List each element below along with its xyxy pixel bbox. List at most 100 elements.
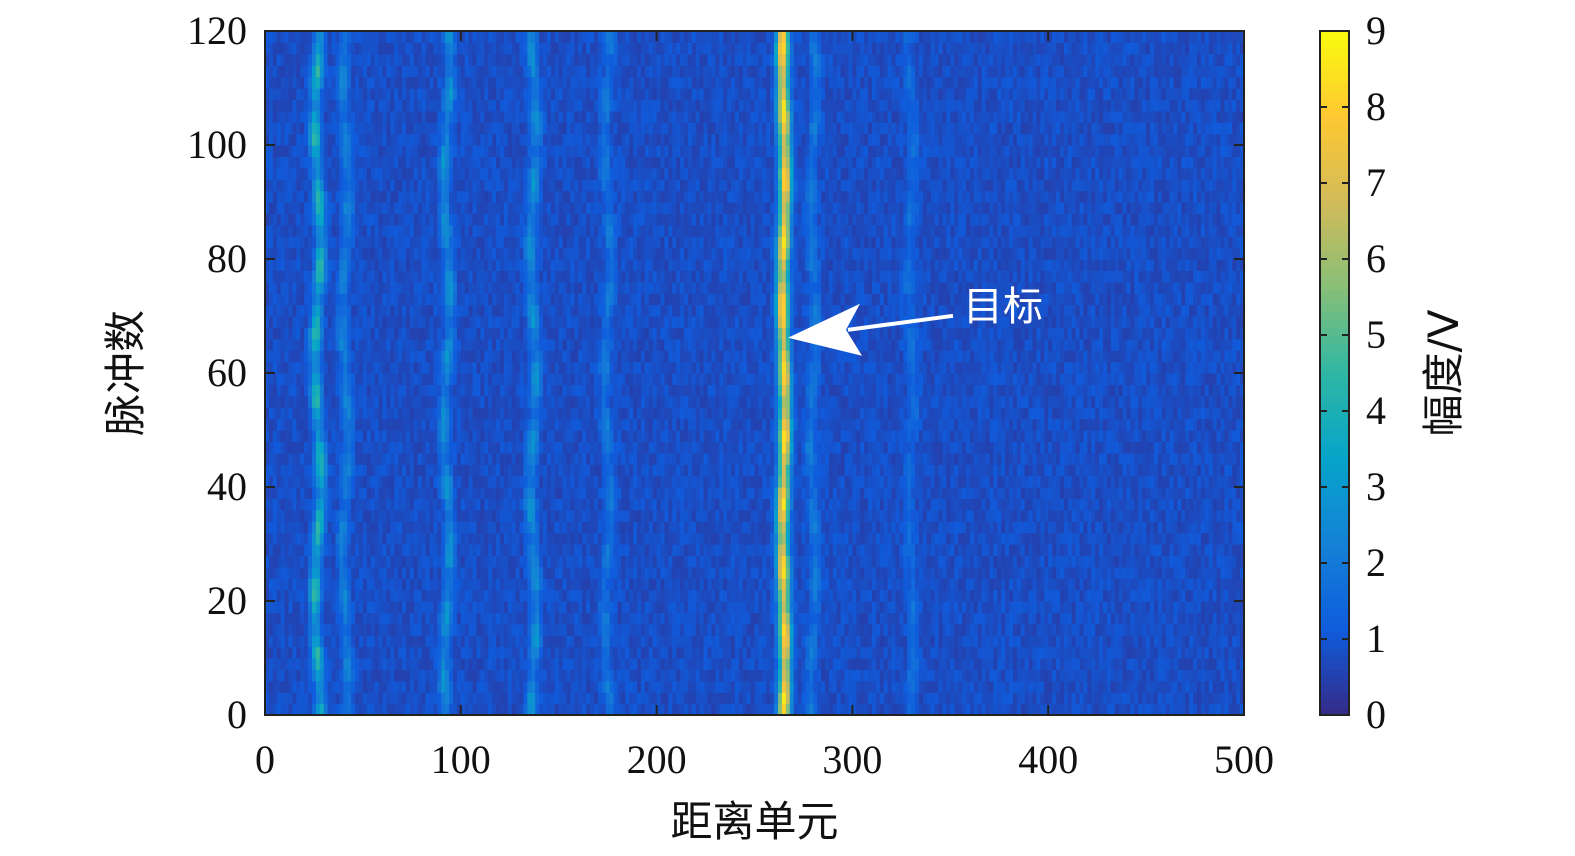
heatmap-cell bbox=[871, 601, 877, 613]
heatmap-cell bbox=[1169, 532, 1175, 545]
heatmap-cell bbox=[413, 589, 419, 602]
heatmap-cell bbox=[546, 612, 552, 625]
heatmap-cell bbox=[848, 566, 853, 579]
heatmap-cell bbox=[1012, 544, 1018, 556]
heatmap-cell bbox=[304, 578, 309, 591]
heatmap-cell bbox=[1106, 498, 1112, 511]
heatmap-cell bbox=[1185, 669, 1190, 682]
heatmap-cell bbox=[985, 623, 991, 636]
heatmap-cell bbox=[370, 646, 376, 659]
heatmap-cell bbox=[926, 601, 932, 613]
heatmap-cell bbox=[723, 487, 728, 499]
heatmap-cell bbox=[429, 589, 434, 602]
heatmap-cell bbox=[1067, 703, 1073, 716]
heatmap-cell bbox=[358, 509, 364, 522]
heatmap-cell bbox=[496, 692, 501, 705]
heatmap-cell bbox=[899, 487, 904, 499]
heatmap-cell bbox=[715, 658, 720, 670]
heatmap-cell bbox=[488, 703, 493, 716]
heatmap-cell bbox=[543, 544, 548, 556]
heatmap-cell bbox=[852, 555, 857, 568]
heatmap-cell bbox=[785, 703, 791, 716]
heatmap-cell bbox=[703, 680, 709, 693]
heatmap-cell bbox=[1236, 669, 1241, 682]
heatmap-cell bbox=[633, 635, 638, 648]
heatmap-cell bbox=[946, 703, 951, 716]
heatmap-cell bbox=[695, 623, 701, 636]
heatmap-cell bbox=[821, 487, 826, 499]
heatmap-cell bbox=[625, 578, 630, 591]
heatmap-cell bbox=[625, 521, 630, 534]
heatmap-cell bbox=[425, 623, 431, 636]
heatmap-cell bbox=[883, 703, 889, 716]
heatmap-cell bbox=[570, 487, 575, 499]
heatmap-cell bbox=[339, 521, 344, 534]
heatmap-cell bbox=[1083, 566, 1088, 579]
heatmap-cell bbox=[429, 521, 434, 534]
heatmap-cell bbox=[684, 521, 689, 534]
heatmap-cell bbox=[652, 578, 658, 591]
heatmap-cell bbox=[1197, 669, 1202, 682]
heatmap-cell bbox=[503, 555, 509, 568]
heatmap-cell bbox=[1220, 623, 1226, 636]
heatmap-cell bbox=[640, 498, 646, 511]
heatmap-cell bbox=[394, 532, 399, 545]
heatmap-cell bbox=[543, 578, 548, 591]
heatmap-cell bbox=[1150, 692, 1155, 705]
heatmap-cell bbox=[586, 578, 591, 591]
heatmap-cell bbox=[871, 544, 877, 556]
heatmap-cell bbox=[875, 544, 881, 556]
heatmap-cell bbox=[797, 703, 803, 716]
heatmap-cell bbox=[323, 680, 329, 693]
heatmap-cell bbox=[640, 635, 646, 648]
heatmap-cell bbox=[883, 646, 889, 659]
heatmap-cell bbox=[519, 601, 525, 613]
heatmap-cell bbox=[817, 658, 822, 670]
heatmap-cell bbox=[950, 589, 955, 602]
heatmap-cell bbox=[445, 692, 450, 705]
heatmap-cell bbox=[566, 566, 572, 579]
heatmap-cell bbox=[938, 703, 944, 716]
heatmap-cell bbox=[695, 589, 701, 602]
heatmap-cell bbox=[296, 692, 301, 705]
heatmap-cell bbox=[300, 487, 305, 499]
heatmap-cell bbox=[715, 623, 720, 636]
heatmap-cell bbox=[382, 703, 387, 716]
heatmap-cell bbox=[1153, 623, 1159, 636]
heatmap-cell bbox=[323, 623, 329, 636]
heatmap-cell bbox=[821, 544, 826, 556]
heatmap-cell bbox=[848, 635, 853, 648]
heatmap-cell bbox=[805, 646, 810, 659]
heatmap-cell bbox=[507, 509, 513, 522]
heatmap-cell bbox=[531, 509, 536, 522]
heatmap-cell bbox=[472, 601, 478, 613]
heatmap-cell bbox=[1126, 612, 1132, 625]
heatmap-cell bbox=[981, 532, 987, 545]
heatmap-cell bbox=[276, 635, 282, 648]
heatmap-cell bbox=[809, 601, 814, 613]
heatmap-cell bbox=[1236, 612, 1241, 625]
heatmap-cell bbox=[871, 532, 877, 545]
heatmap-cell bbox=[621, 487, 626, 499]
heatmap-cell bbox=[840, 487, 846, 499]
heatmap-cell bbox=[460, 612, 466, 625]
heatmap-cell bbox=[1161, 498, 1167, 511]
heatmap-cell bbox=[1185, 692, 1190, 705]
heatmap-cell bbox=[1036, 612, 1041, 625]
heatmap-cell bbox=[828, 692, 834, 705]
heatmap-cell bbox=[903, 521, 908, 534]
heatmap-cell bbox=[433, 589, 438, 602]
heatmap-cell bbox=[1126, 589, 1132, 602]
heatmap-cell bbox=[684, 532, 689, 545]
heatmap-cell bbox=[1181, 532, 1186, 545]
heatmap-cell bbox=[445, 623, 450, 636]
heatmap-cell bbox=[308, 658, 313, 670]
heatmap-cell bbox=[719, 612, 724, 625]
heatmap-cell bbox=[895, 498, 900, 511]
heatmap-cell bbox=[535, 521, 540, 534]
heatmap-cell bbox=[1193, 680, 1198, 693]
heatmap-cell bbox=[883, 623, 889, 636]
heatmap-cell bbox=[441, 544, 446, 556]
heatmap-cell bbox=[1087, 623, 1092, 636]
heatmap-cell bbox=[805, 532, 810, 545]
